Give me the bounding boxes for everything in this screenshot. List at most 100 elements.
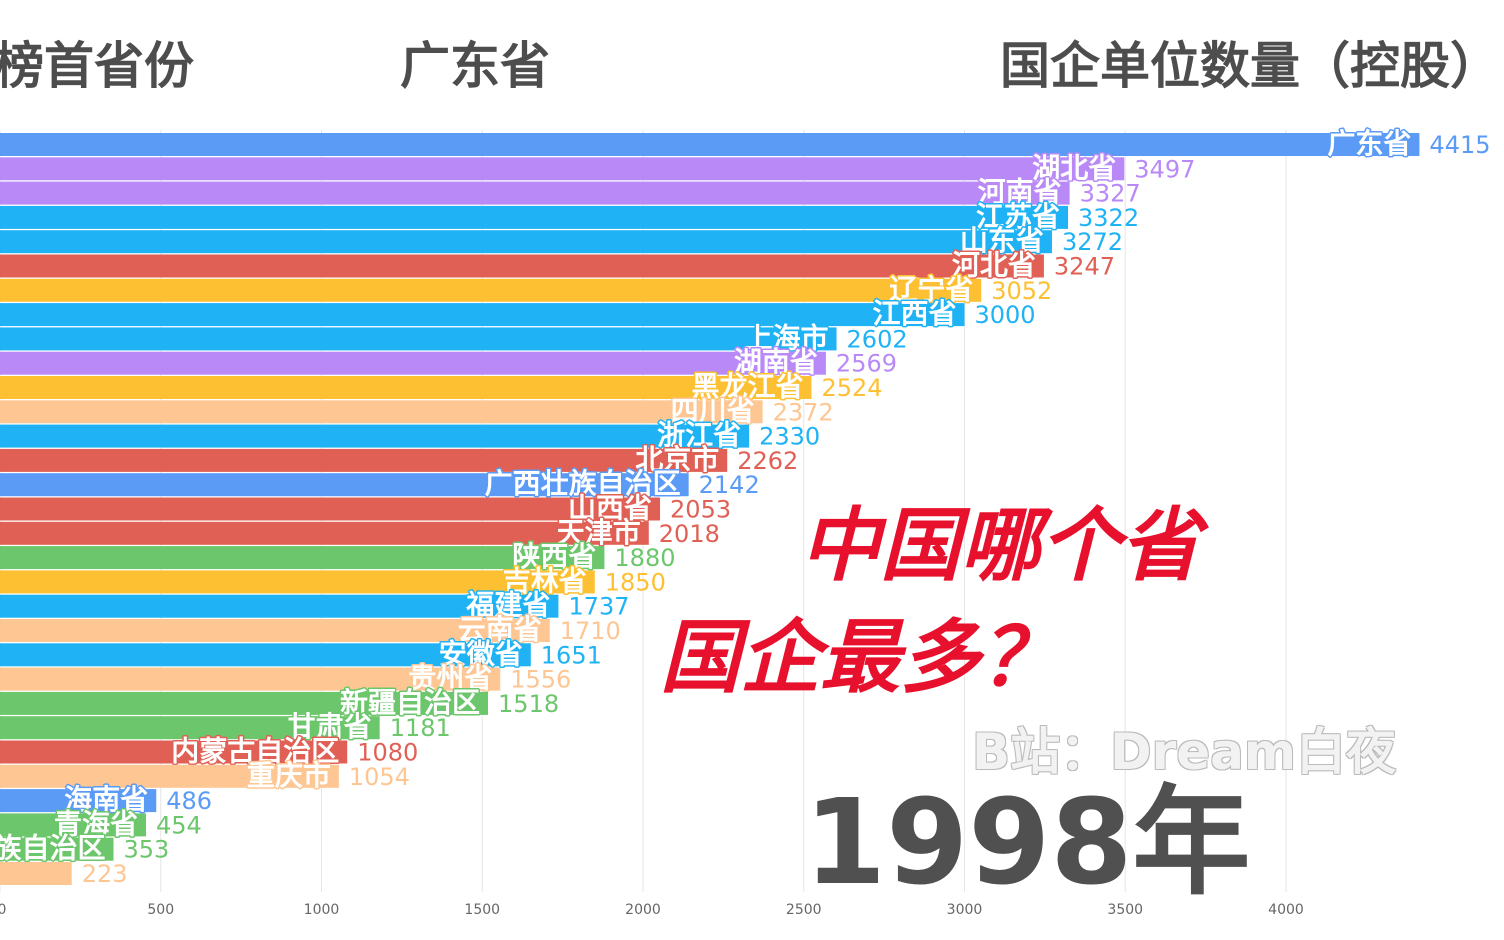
overlay-title-line1: 中国哪个省	[800, 499, 1200, 592]
bar-category-label: 广东省	[1327, 127, 1411, 160]
bar	[0, 448, 728, 472]
bar-value-label: 1181	[390, 714, 451, 742]
year-label: 1998年	[804, 773, 1251, 911]
bar	[0, 133, 1420, 156]
x-tick-label: 1000	[304, 902, 340, 918]
bar-category-label: 江西省	[872, 297, 956, 330]
bar-category-label: 江苏省	[976, 200, 1060, 233]
bar	[0, 837, 114, 861]
bar	[0, 205, 1069, 229]
bar-category-label: 黑龙江省	[691, 370, 803, 403]
x-tick-label: 0	[0, 902, 6, 918]
bar	[0, 594, 559, 618]
bar	[0, 546, 605, 570]
bar-value-label: 1556	[510, 666, 571, 694]
bar-category-label: 河南省	[978, 176, 1062, 209]
watermark: B站：Dream白夜	[972, 723, 1397, 781]
x-tick-label: 3500	[1107, 902, 1143, 918]
bar-value-label: 2018	[659, 520, 720, 548]
bar-category-label: 陕西省	[512, 540, 596, 573]
bar-category-label: 海南省	[64, 783, 148, 816]
bar-category-label: 贵州省	[408, 662, 492, 695]
header-metric-title: 国企单位数量（控股）	[1000, 37, 1500, 95]
bar-value-label: 3497	[1134, 155, 1195, 183]
bar-category-label: 山西省	[568, 492, 652, 525]
bar-value-label: 3272	[1062, 228, 1123, 256]
bar-category-label: 湖北省	[1032, 151, 1116, 184]
bar	[0, 303, 965, 327]
bar	[0, 327, 837, 351]
overlay-title-line2: 国企最多？	[660, 611, 1060, 704]
bar-value-label: 2569	[836, 350, 897, 378]
bar-value-label: 454	[156, 811, 202, 839]
bar-category-label: 天津市	[557, 516, 641, 549]
bar-category-label: 四川省	[671, 394, 755, 427]
bar	[0, 619, 550, 642]
bar-value-label: 3052	[991, 277, 1052, 305]
bar-value-label: 486	[166, 787, 212, 815]
x-tick-label: 3000	[947, 902, 983, 918]
bar-value-label: 3247	[1054, 253, 1115, 281]
bar-category-label: 福建省	[465, 589, 550, 622]
bar	[0, 521, 649, 545]
bar	[0, 424, 750, 448]
bar-category-label: 浙江省	[657, 419, 741, 452]
bar-category-label: 湖南省	[734, 346, 818, 379]
bar-value-label: 1710	[560, 617, 621, 645]
x-axis-ticks: 0 500 1000 1500 2000 2500 3000 3500 4000	[0, 902, 1304, 918]
bar-value-label: 1850	[605, 568, 666, 596]
x-tick-label: 1500	[464, 902, 500, 918]
bar	[0, 157, 1125, 181]
bar	[0, 376, 812, 399]
bar-value-label: 3327	[1080, 180, 1141, 208]
bar-category-label: 新疆自治区	[340, 686, 480, 719]
bar-category-label: 甘肃省	[288, 710, 372, 743]
bar-value-label: 3322	[1078, 204, 1139, 232]
bar	[0, 570, 595, 594]
bar-value-label: 2053	[670, 496, 731, 524]
bar	[0, 667, 501, 691]
bar-value-label: 223	[82, 860, 128, 888]
bar-category-label: 安徽省	[439, 637, 523, 670]
bar	[0, 181, 1070, 205]
header-leader-name: 广东省	[400, 37, 550, 95]
bar-category-label: 云南省	[458, 613, 542, 646]
bar-value-label: 1518	[498, 690, 559, 718]
bar-value-label: 2602	[847, 325, 908, 353]
bar	[0, 278, 982, 302]
bar-value-label: 1737	[568, 593, 629, 621]
bar-category-label: 青海省	[54, 807, 138, 840]
bar	[0, 764, 339, 788]
bar-value-label: 2524	[821, 374, 882, 402]
header-leader-label: 榜首省份	[0, 37, 194, 95]
bar-value-label: 2330	[759, 423, 820, 451]
bar-category-label: 上海市	[745, 321, 829, 354]
bar-category-label: 河北省	[952, 249, 1036, 282]
bar-value-label: 353	[123, 836, 169, 864]
bar-category-label: 宁夏回族自治区	[0, 832, 105, 865]
bar-value-label: 1080	[357, 739, 418, 767]
bar-category-label: 内蒙古自治区	[171, 735, 339, 768]
bar	[0, 862, 72, 885]
bar-value-label: 2262	[737, 447, 798, 475]
bar-value-label: 2372	[773, 398, 834, 426]
bar	[0, 400, 763, 424]
bar	[0, 351, 826, 375]
bars: 广东省 4415 湖北省 3497 河南省 3327 江苏省 3322 山东省 3272 河北省 32…	[0, 126, 1491, 888]
bar-value-label: 3000	[975, 301, 1036, 329]
bar	[0, 230, 1052, 254]
bar-category-label: 吉林省	[503, 564, 587, 597]
x-tick-label: 500	[147, 902, 174, 918]
bar	[0, 497, 661, 521]
bar	[0, 813, 146, 837]
x-tick-label: 4000	[1268, 902, 1304, 918]
bar	[0, 254, 1044, 278]
bar	[0, 643, 531, 667]
bar-value-label: 1651	[541, 641, 602, 669]
bar-category-label: 辽宁省	[889, 273, 973, 306]
bar-value-label: 2142	[699, 471, 760, 499]
bar-category-label: 重庆市	[247, 759, 331, 792]
bar-value-label: 1054	[349, 763, 410, 791]
bar-value-label: 1880	[614, 544, 675, 572]
